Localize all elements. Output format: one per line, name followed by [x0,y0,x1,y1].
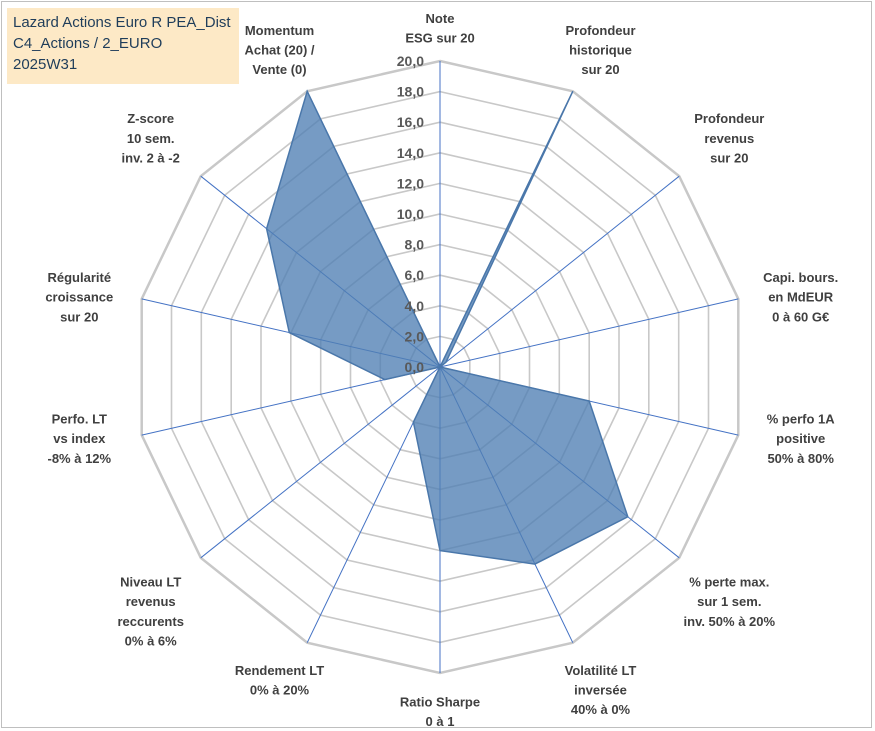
series-layer [265,89,630,566]
tick-label-6: 12,0 [397,175,424,191]
data-point-1 [571,89,575,93]
category-label-3-line-1: en MdEUR [768,290,834,305]
category-label-3-line-0: Capi. bours. [763,270,838,285]
spoke-2 [439,175,680,368]
fund-name: Lazard Actions Euro R PEA_Dist [13,14,231,31]
spoke-3 [439,298,739,368]
category-label-2-line-0: Profondeur [694,111,764,126]
tick-label-2: 4,0 [405,298,425,314]
category-label-7: Ratio Sharpe 0 à 1 [400,694,480,729]
tick-label-5: 10,0 [397,206,424,222]
category-label-10-line-1: vs index [53,431,106,446]
tick-label-1: 2,0 [405,328,425,344]
category-label-4: % perfo 1A positive 50% à 80% [767,412,836,466]
category-label-3: Capi. bours. en MdEUR 0 à 60 G€ [763,270,838,324]
category-label-1: Profondeur historique sur 20 [565,23,635,77]
data-point-13 [305,89,309,93]
category-label-5-line-2: inv. 50% à 20% [684,614,776,629]
category-label-9: Niveau LT revenus reccurents 0% à 6% [117,575,183,649]
category-label-0: Note ESG sur 20 [405,11,474,46]
category-label-10-line-2: -8% à 12% [48,451,112,466]
category-label-6-line-1: inversée [574,682,627,697]
data-point-10 [383,378,387,382]
category-label-12-line-0: Z-score [127,111,174,126]
fund-category: C4_Actions / 2_EURO [13,35,163,52]
category-label-7-line-0: Ratio Sharpe [400,694,480,709]
report-week: 2025W31 [13,56,78,73]
category-label-10: Perfo. LT vs index -8% à 12% [48,412,112,466]
category-label-6: Volatilité LT inversée 40% à 0% [565,663,637,717]
category-label-9-line-0: Niveau LT [120,575,181,590]
category-label-1-line-2: sur 20 [581,62,619,77]
chart-title-box: Lazard Actions Euro R PEA_Dist C4_Action… [7,8,239,84]
category-label-11-line-0: Régularité [48,270,112,285]
tick-label-0: 0,0 [405,359,425,375]
tick-label-9: 18,0 [397,84,424,100]
category-label-6-line-2: 40% à 0% [571,702,631,717]
tick-label-3: 6,0 [405,267,425,283]
data-point-11 [287,331,291,335]
category-label-1-line-0: Profondeur [565,23,635,38]
category-label-5-line-0: % perte max. [689,575,769,590]
data-point-2 [444,360,448,364]
category-label-13-line-0: Momentum [245,23,314,38]
category-label-5-line-1: sur 1 sem. [697,594,761,609]
tick-label-7: 14,0 [397,145,424,161]
spoke-9 [200,366,441,559]
category-label-13-line-2: Vente (0) [252,62,306,77]
category-label-8-line-0: Rendement LT [235,663,324,678]
category-label-4-line-2: 50% à 80% [767,451,834,466]
data-point-9 [438,365,442,369]
category-label-12-line-1: 10 sem. [127,131,175,146]
category-label-2-line-1: revenus [704,131,754,146]
tick-label-8: 16,0 [397,114,424,130]
category-label-1-line-1: historique [569,43,632,58]
category-label-6-line-0: Volatilité LT [565,663,637,678]
series-area [265,89,629,565]
category-label-13-line-1: Achat (20) / [244,43,314,58]
category-label-3-line-2: 0 à 60 G€ [772,309,829,324]
category-label-9-line-3: 0% à 6% [125,633,177,648]
category-label-12: Z-score 10 sem. inv. 2 à -2 [122,111,180,165]
data-point-4 [587,399,591,403]
category-label-13: Momentum Achat (20) / Vente (0) [244,23,314,77]
category-label-11: Régularité croissance sur 20 [45,270,113,324]
tick-label-4: 8,0 [405,237,425,253]
category-label-2: Profondeur revenus sur 20 [694,111,764,165]
label-layer: Note ESG sur 20 Profondeur historique sur 20… [45,11,838,729]
data-point-12 [265,227,269,231]
tick-label-10: 20,0 [397,53,424,69]
category-label-7-line-1: 0 à 1 [426,714,455,729]
category-label-12-line-2: inv. 2 à -2 [122,150,180,165]
tick-layer: 0,0 2,0 4,0 6,0 8,0 10,0 12,0 14,0 16,0 18,0 20,0 [397,53,424,375]
category-label-8: Rendement LT 0% à 20% [235,663,324,698]
category-label-11-line-2: sur 20 [60,309,98,324]
category-label-0-line-1: ESG sur 20 [405,31,474,46]
data-point-5 [626,515,630,519]
category-label-10-line-0: Perfo. LT [52,412,107,427]
category-label-8-line-1: 0% à 20% [250,682,310,697]
category-label-2-line-2: sur 20 [710,150,748,165]
category-label-4-line-0: % perfo 1A [767,412,836,427]
category-label-4-line-1: positive [776,431,825,446]
category-label-11-line-1: croissance [45,290,113,305]
data-point-7 [438,549,442,553]
category-label-9-line-2: reccurents [117,614,183,629]
data-point-6 [533,562,537,566]
category-label-0-line-0: Note [426,11,455,26]
category-label-9-line-1: revenus [126,594,176,609]
data-point-8 [411,420,415,424]
category-label-5: % perte max. sur 1 sem. inv. 50% à 20% [684,575,776,629]
